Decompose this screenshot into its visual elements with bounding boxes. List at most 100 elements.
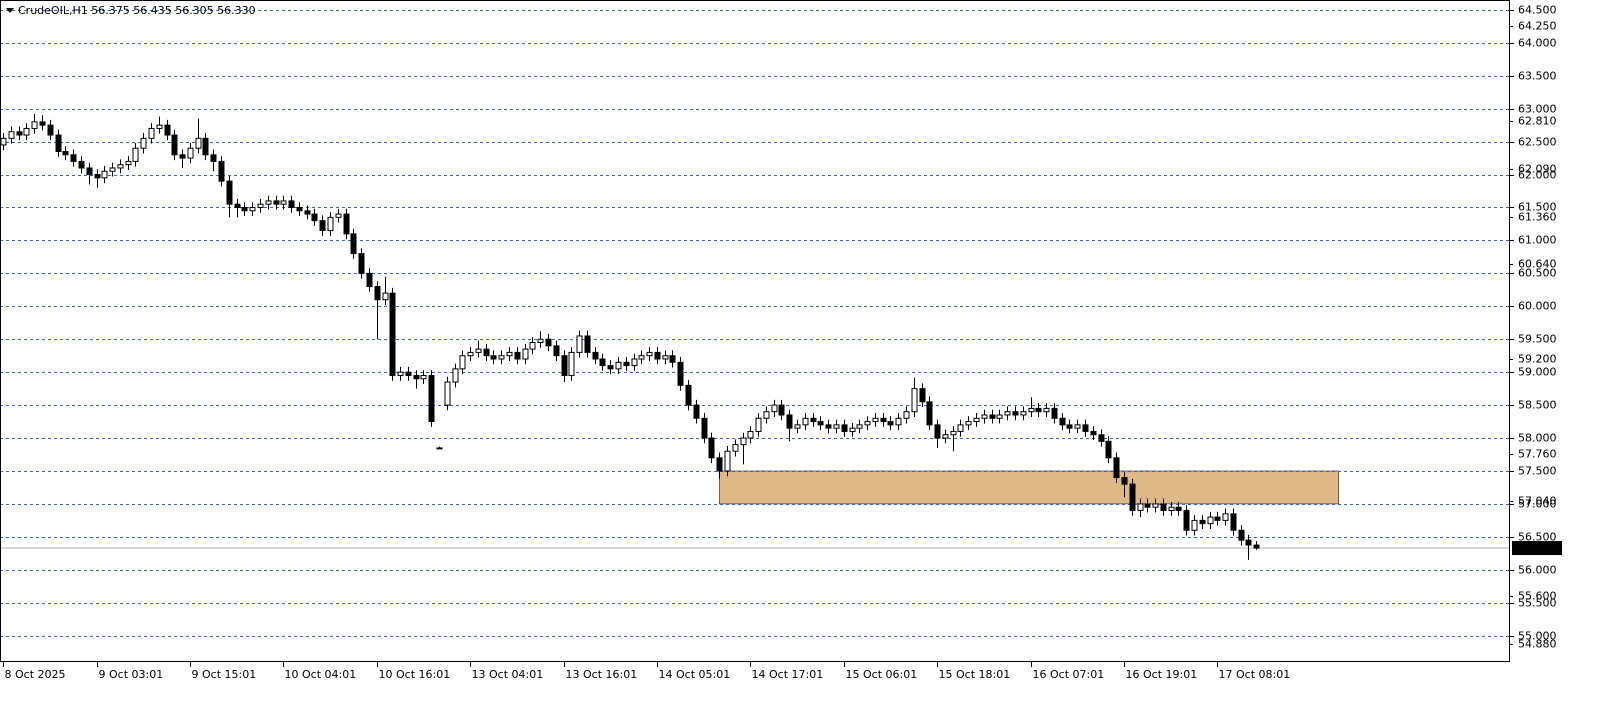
candle-body — [249, 206, 256, 212]
y-minor-tick-label: 60.640 — [1518, 258, 1557, 271]
candle-body — [241, 206, 248, 212]
x-tick-label: 8 Oct 2025 — [5, 668, 66, 681]
candle-body — [825, 424, 832, 429]
x-tick-label: 14 Oct 17:01 — [752, 668, 824, 681]
candle-body — [47, 124, 54, 136]
candle-body — [389, 292, 396, 376]
candle-body — [849, 427, 856, 432]
candle-body — [646, 351, 653, 357]
candle-body — [778, 404, 785, 416]
candle-body — [942, 434, 949, 439]
price-zone — [718, 470, 1340, 505]
candle-body — [1020, 411, 1027, 416]
candle-body — [234, 203, 241, 208]
candle-body — [31, 121, 38, 129]
candle-body — [623, 361, 630, 367]
candle-body — [1028, 407, 1035, 413]
x-tick-label: 10 Oct 04:01 — [285, 668, 357, 681]
candle-body — [1098, 434, 1105, 442]
y-minor-tick-label: 62.090 — [1518, 163, 1557, 176]
candle-body — [592, 351, 599, 360]
x-tick-label: 13 Oct 04:01 — [472, 668, 544, 681]
candle-body — [483, 348, 490, 357]
candle-body — [576, 335, 583, 353]
candle-body — [1183, 509, 1190, 531]
candle-body — [444, 381, 451, 406]
candle-body — [498, 355, 505, 360]
candle-body — [490, 355, 497, 360]
candle-body — [763, 411, 770, 419]
candle-body — [62, 151, 69, 156]
y-tick-label: 62.500 — [1518, 136, 1557, 149]
candle-body — [794, 424, 801, 429]
candle-body — [148, 127, 155, 139]
candle-body — [1168, 506, 1175, 511]
y-tick-label: 63.500 — [1518, 70, 1557, 83]
candle-body — [934, 424, 941, 439]
candle-body — [1035, 407, 1042, 413]
candle-body — [1066, 424, 1073, 429]
candle-body — [1214, 516, 1221, 521]
x-tick-label: 16 Oct 19:01 — [1126, 668, 1198, 681]
candle-body — [288, 200, 295, 208]
y-tick-label: 62.000 — [1518, 169, 1557, 182]
y-tick-label: 60.000 — [1518, 300, 1557, 313]
candle-body — [872, 417, 879, 423]
menu-arrow[interactable] — [6, 8, 14, 13]
y-tick-label: 61.000 — [1518, 234, 1557, 247]
candle-body — [8, 131, 15, 139]
candle-body — [841, 424, 848, 432]
candle-body — [1152, 503, 1159, 508]
candle-body — [584, 335, 591, 353]
candle-body — [755, 417, 762, 432]
candle-body — [833, 424, 840, 429]
y-tick-label: 64.500 — [1518, 4, 1557, 17]
candle-body — [195, 137, 202, 149]
y-minor-tick-label: 62.810 — [1518, 115, 1557, 128]
candle-body — [86, 167, 93, 176]
last-price-label: 56.330 — [1518, 541, 1557, 554]
candle-body — [179, 154, 186, 159]
candle-body — [887, 421, 894, 426]
candle-body — [343, 213, 350, 235]
candle-body — [132, 147, 139, 162]
x-tick-label: 10 Oct 16:01 — [379, 668, 451, 681]
candle-body — [1144, 503, 1151, 508]
candle-body — [903, 411, 910, 419]
y-tick-label: 58.500 — [1518, 399, 1557, 412]
candle-body — [724, 450, 731, 472]
y-tick-label: 59.000 — [1518, 366, 1557, 379]
candle-body — [1222, 513, 1229, 521]
y-minor-tick-label: 55.600 — [1518, 590, 1557, 603]
y-tick-label: 63.000 — [1518, 103, 1557, 116]
y-minor-tick-label: 54.880 — [1518, 638, 1557, 651]
candle-body — [467, 351, 474, 357]
candle-body — [1238, 529, 1245, 541]
candle-body — [374, 286, 381, 301]
candle-body — [475, 348, 482, 353]
candle-body — [405, 371, 412, 376]
candle-body — [265, 200, 272, 205]
x-tick-label: 16 Oct 07:01 — [1033, 668, 1105, 681]
y-minor-tick-label: 57.760 — [1518, 448, 1557, 461]
y-tick-label: 58.000 — [1518, 432, 1557, 445]
y-tick-label: 55.500 — [1518, 597, 1557, 610]
candle-body — [280, 200, 287, 205]
candle-body — [1105, 440, 1112, 459]
plot-frame — [0, 0, 1510, 662]
candle-body — [1137, 503, 1144, 511]
x-tick-label: 17 Oct 08:01 — [1219, 668, 1291, 681]
candle-body — [459, 355, 466, 370]
plot-area — [0, 10, 1510, 637]
candle-body — [1012, 411, 1019, 416]
candle-body — [989, 414, 996, 419]
candle-body — [16, 131, 23, 136]
chart-title: CrudeOIL,H1 56.375 56.435 56.305 56.330 — [18, 4, 256, 17]
x-tick-label: 13 Oct 16:01 — [566, 668, 638, 681]
y-minor-tick-label: 59.200 — [1518, 353, 1557, 366]
x-tick-label: 9 Oct 03:01 — [99, 668, 164, 681]
candle-body — [109, 167, 116, 172]
candle-body — [1160, 503, 1167, 511]
candle-body — [996, 414, 1003, 419]
